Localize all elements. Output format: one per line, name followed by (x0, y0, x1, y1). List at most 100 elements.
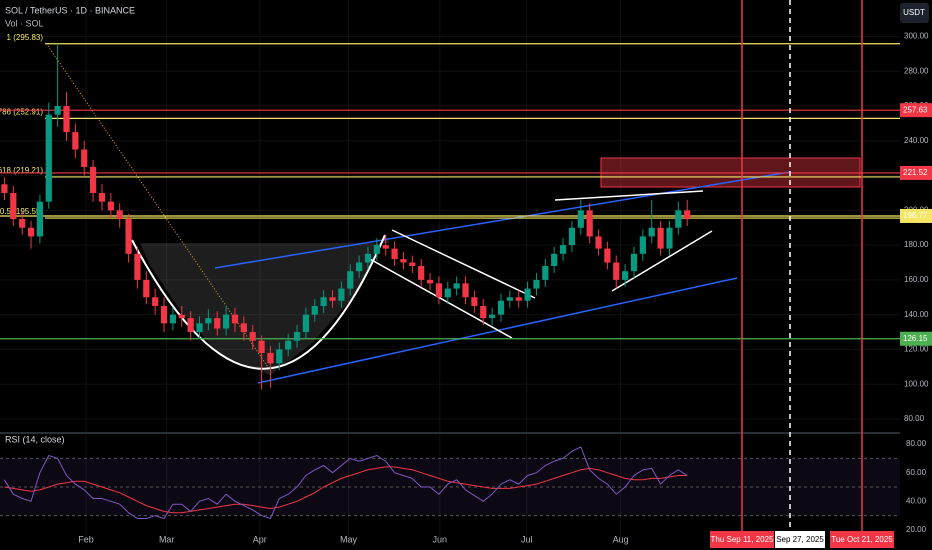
candle-body (364, 253, 372, 263)
x-tick-label: May (340, 534, 358, 544)
candle-body (311, 305, 318, 315)
candle-body (409, 262, 416, 266)
candle-body (116, 210, 123, 220)
candle-body (276, 349, 283, 364)
candle-body (98, 192, 106, 202)
y-tick-label: 80.00 (904, 414, 925, 423)
price-tag (900, 103, 932, 118)
candle-body (533, 279, 540, 289)
rsi-pane (0, 443, 903, 531)
candle-body (444, 288, 451, 298)
price-tag (900, 165, 932, 180)
candle-body (169, 314, 177, 324)
candle-body (54, 106, 61, 115)
candle-body (657, 227, 664, 249)
fib-label: .786 (252.91) (0, 107, 43, 116)
candle-body (338, 288, 345, 301)
candle-body (435, 283, 443, 298)
triangle-top (554, 190, 704, 201)
candle-body (480, 305, 487, 319)
candle-body (648, 227, 655, 237)
fib-label: 1 (295.83) (7, 33, 44, 42)
flag-upper (391, 229, 536, 299)
candle-body (214, 318, 221, 329)
candle-body (267, 352, 274, 364)
candle-body (320, 297, 327, 306)
candle-body (551, 253, 558, 266)
price-tag-label: 126.15 (903, 334, 928, 343)
x-tick-label: Jul (521, 534, 533, 544)
date-tag-label: Sep 27, 2025 (776, 535, 824, 544)
candle-body (604, 248, 611, 263)
candle-body (63, 106, 70, 133)
candle-body (196, 323, 203, 333)
price-tag-label: 257.63 (903, 105, 928, 114)
date-tag (710, 531, 774, 548)
axes: 80.00100.00120.00140.00160.00180.00200.0… (78, 32, 932, 544)
candle-body (125, 219, 132, 254)
candle-body (515, 297, 522, 301)
candle-body (471, 297, 478, 306)
candle-body (293, 332, 301, 341)
fib-label: .618 (219.21) (0, 166, 43, 175)
candle-body (373, 245, 380, 254)
price-axis (900, 0, 932, 550)
candle-body (675, 210, 682, 228)
fib-label: 0.5 (195.55) (0, 207, 43, 216)
date-tag (775, 531, 825, 548)
rsi-line (3, 446, 688, 520)
rsi-ma-line (4, 466, 688, 514)
candle-body (107, 201, 114, 211)
candle-body (45, 114, 52, 202)
y-tick-label: 140.00 (904, 310, 929, 319)
x-tick-label: Aug (613, 534, 629, 544)
candle-body (178, 314, 185, 319)
candle-body (506, 297, 513, 301)
candle-body (489, 314, 496, 319)
candle-body (666, 227, 673, 249)
candle-body (568, 227, 576, 246)
candle-body (240, 323, 247, 333)
rsi-tick-label: 60.00 (906, 468, 927, 477)
candles (1, 43, 691, 390)
candle-body (347, 271, 354, 289)
candle-body (27, 227, 35, 237)
date-tag (830, 531, 894, 548)
candle-body (36, 201, 44, 237)
triangle-bottom (611, 230, 713, 292)
y-tick-label: 120.00 (904, 345, 929, 354)
candle-body (684, 210, 691, 220)
candle-body (329, 297, 336, 301)
candle-body (586, 210, 593, 237)
currency-label[interactable]: USDT (903, 8, 925, 17)
date-tag-label: Thu Sep 11, 2025 (710, 535, 774, 544)
rsi-tick-label: 40.00 (906, 496, 927, 505)
candle-body (285, 340, 292, 350)
candle-body (10, 192, 17, 220)
y-tick-label: 160.00 (904, 275, 929, 284)
candle-body (205, 318, 212, 324)
candle-body (81, 149, 88, 167)
x-tick-label: Apr (253, 534, 267, 544)
candle-body (72, 132, 79, 150)
candle-body (382, 245, 389, 249)
candle-body (19, 219, 26, 228)
candle-body (639, 236, 646, 254)
candle-body (1, 184, 8, 193)
grid (0, 0, 900, 540)
price-tag-label: 196.77 (903, 211, 928, 220)
candle-body (223, 314, 230, 329)
pane-divider (0, 432, 900, 434)
candle-body (524, 288, 531, 301)
currency-button[interactable] (900, 3, 929, 23)
candle-body (187, 318, 194, 333)
price-tag (900, 208, 932, 223)
candle-body (559, 245, 567, 254)
x-tick-label: Feb (78, 534, 94, 544)
x-tick-label: Jun (433, 534, 448, 544)
chart-title: SOL / TetherUS · 1D · BINANCE (5, 5, 135, 15)
flag-lower (367, 257, 513, 339)
candle-body (152, 297, 159, 306)
candle-body (134, 253, 141, 280)
